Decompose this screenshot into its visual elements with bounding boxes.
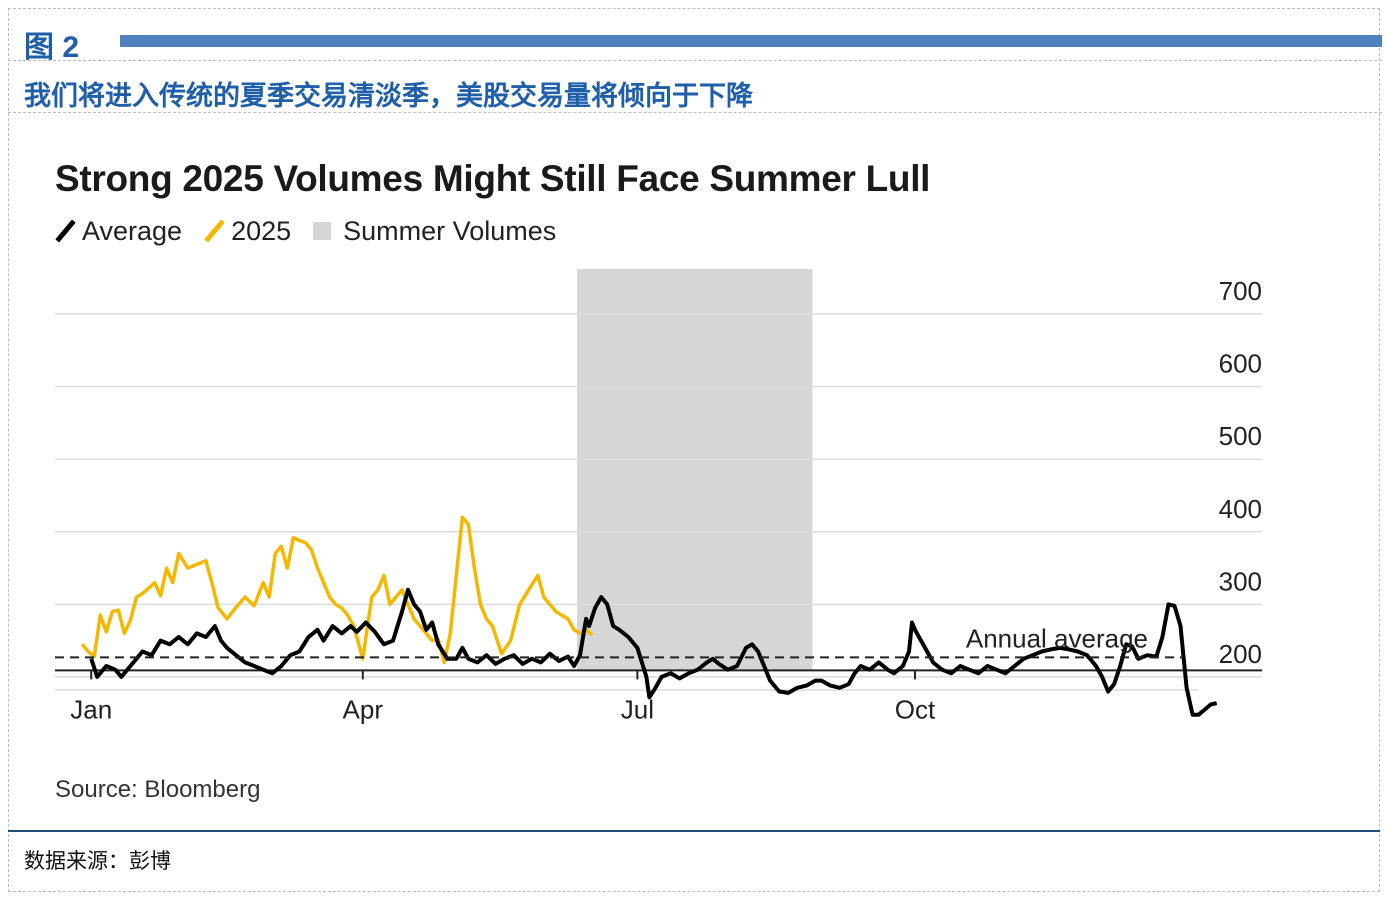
y-tick-label: 500 <box>1219 421 1262 451</box>
legend-item-average: Average <box>55 216 182 247</box>
summer-band-swatch-icon <box>313 222 332 240</box>
legend-item-summer: Summer Volumes <box>313 216 556 247</box>
legend-label-average: Average <box>82 215 183 246</box>
figure-header-rule <box>120 35 1382 47</box>
chart-title: Strong 2025 Volumes Might Still Face Sum… <box>55 158 931 199</box>
divider-top <box>8 60 1382 61</box>
y-tick-label: 300 <box>1219 566 1262 596</box>
x-tick-label: Jul <box>621 694 654 724</box>
legend-label-summer: Summer Volumes <box>343 215 557 246</box>
y-tick-label: 400 <box>1219 494 1262 524</box>
legend-label-2025: 2025 <box>231 215 292 246</box>
series-average-line <box>89 587 1218 717</box>
y-tick-label: 600 <box>1219 349 1262 379</box>
summer-volumes-band <box>577 269 813 671</box>
y-tick-label: 700 <box>1219 276 1262 306</box>
x-tick-label: Apr <box>343 694 384 724</box>
chart-legend: Average 2025 Summer Volumes <box>55 214 578 248</box>
figure-label: 图 2 <box>24 31 80 64</box>
footer-rule <box>8 830 1380 832</box>
figure-frame <box>8 8 1380 892</box>
series-2025-line <box>80 515 594 665</box>
y-tick-label: 200 <box>1219 639 1262 669</box>
legend-item-2025: 2025 <box>204 216 291 247</box>
x-tick-label: Jan <box>70 694 112 724</box>
chart-source-note: Source: Bloomberg <box>55 776 261 803</box>
x-tick-label: Oct <box>895 694 936 724</box>
data-source-note: 数据来源：彭博 <box>24 850 171 873</box>
divider-under-subtitle <box>8 112 1382 113</box>
annual-average-label: Annual average <box>966 623 1148 653</box>
figure-subtitle: 我们将进入传统的夏季交易清淡季，美股交易量将倾向于下降 <box>24 81 753 111</box>
